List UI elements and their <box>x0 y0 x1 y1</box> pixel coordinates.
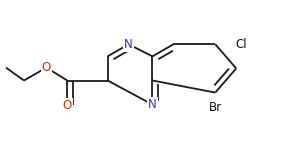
Text: Br: Br <box>209 101 222 114</box>
Text: N: N <box>148 98 157 111</box>
Text: O: O <box>63 99 72 112</box>
Text: N: N <box>124 38 133 51</box>
Text: O: O <box>42 61 51 74</box>
Text: Cl: Cl <box>235 38 246 51</box>
